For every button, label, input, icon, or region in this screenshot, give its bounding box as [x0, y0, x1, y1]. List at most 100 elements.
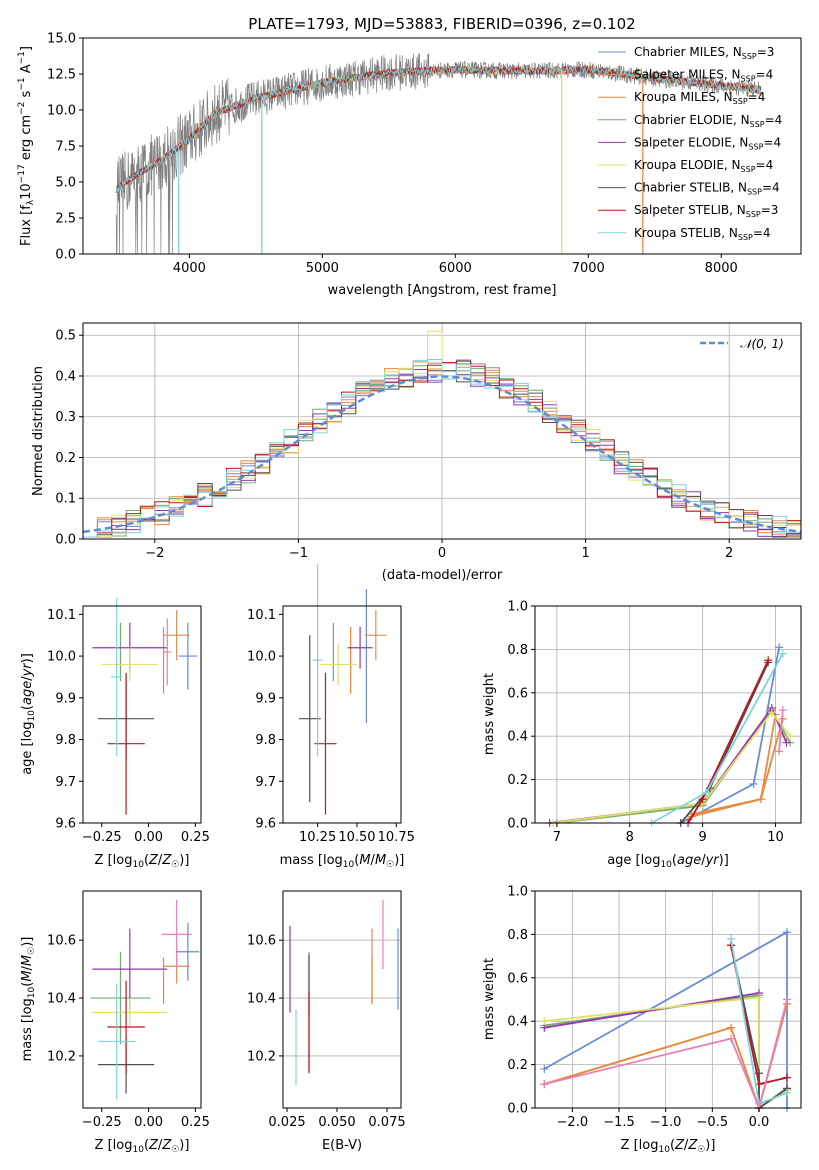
massweight-vs-age-x-ticks: 7 8 9 10	[553, 823, 784, 845]
mass-vs-ebv-grid	[283, 939, 401, 1057]
mwAge-marker-salpeter-stelib	[764, 656, 773, 665]
ageM-y-tick-label: 9.8	[255, 733, 276, 748]
model-spectrum-kroupa-stelib-n-ssp-4	[115, 65, 762, 193]
legend-label-salpeter-stelib-n-ssp-3: Salpeter STELIB, NSSP=3	[634, 203, 778, 219]
spec-y-tick-label: 5.0	[55, 176, 76, 191]
hist-y-tick-label: 0.5	[55, 329, 76, 344]
age-vs-metallicity-x-label: Z [log10(Z/Z☉)]	[95, 853, 190, 870]
age-vs-mass-plot-area	[298, 564, 387, 815]
massZ-y-tick-label: 10.6	[47, 934, 76, 949]
massweight-vs-metallicity-x-label: Z [log10(Z/Z☉)]	[621, 1138, 716, 1155]
svg-text:mass [log10(M/M☉)]: mass [log10(M/M☉)]	[20, 937, 37, 1062]
ageM-y-tick-label: 9.6	[255, 817, 276, 832]
age-vs-metallicity-plot-area	[92, 597, 198, 815]
massE-x-tick-label: 0.025	[268, 1115, 305, 1130]
mwAge-x-tick-label: 8	[626, 830, 634, 845]
spec-y-tick-label: 2.5	[55, 212, 76, 227]
mwAge-marker-salpeter-elodie	[782, 738, 791, 747]
legend-label-chabrier-stelib-n-ssp-4: Chabrier STELIB, NSSP=4	[634, 181, 780, 197]
spec-y-tick-label: 0.0	[55, 248, 76, 263]
mwZ-y-tick-label: 0.2	[507, 1058, 528, 1073]
mwZ-marker-extra-pink	[783, 995, 791, 1004]
histogram-y-ticks: 0.0 0.1 0.2 0.3 0.4 0.5	[55, 329, 83, 548]
spectrum-x-label: wavelength [Angstrom, rest frame]	[328, 283, 557, 298]
mwAge-y-tick-label: 0.6	[507, 686, 528, 701]
legend-label-kroupa-miles-n-ssp-4: Kroupa MILES, NSSP=4	[634, 90, 765, 106]
histogram-x-ticks: −2 −1 0 1 2	[145, 539, 733, 561]
mwAge-line-extra-pink	[778, 710, 784, 752]
mwAge-marker-salpeter-stelib	[698, 795, 707, 804]
normal-curve-legend-label: 𝒩(0, 1)	[740, 337, 784, 351]
massE-y-tick-label: 10.2	[247, 1049, 276, 1064]
massweight-vs-metallicity-x-ticks: −2.0 −1.5 −1.0 −0.5 0.0	[557, 1108, 769, 1130]
histogram-legend: 𝒩(0, 1)	[700, 337, 784, 351]
mwZ-y-tick-label: 0.4	[507, 1015, 528, 1030]
massweight-vs-age-plot-area	[545, 643, 795, 827]
massZ-x-tick-label: 0.25	[181, 1115, 210, 1130]
spectrum-x-ticks: 4000 5000 6000 7000 8000	[173, 254, 738, 276]
mwZ-x-tick-label: −2.0	[557, 1115, 589, 1130]
massweight-vs-age-y-label: mass weight	[482, 673, 497, 755]
hist-y-tick-label: 0.1	[55, 492, 76, 507]
hist-y-tick-label: 0.3	[55, 410, 76, 425]
mwAge-y-tick-label: 0.8	[507, 643, 528, 658]
massE-x-tick-label: 0.050	[318, 1115, 355, 1130]
spec-x-tick-label: 7000	[572, 261, 605, 276]
spec-x-tick-label: 5000	[306, 261, 339, 276]
svg-text:mass [log10(M/M☉)]: mass [log10(M/M☉)]	[280, 853, 405, 870]
mwZ-marker-chabrier-miles	[540, 1064, 549, 1073]
mwZ-marker-kroupa-stelib	[727, 934, 735, 943]
svg-text:age [log10(age/yr)]: age [log10(age/yr)]	[607, 853, 729, 870]
mwAge-marker-chabrier-miles	[749, 779, 758, 788]
spectrum-y-ticks: 0.0 2.5 5.0 7.5 10.0 12.5 15.0	[47, 32, 83, 263]
spec-x-tick-label: 6000	[439, 261, 472, 276]
age-vs-metallicity-x-ticks: −0.25 0.00 0.25	[82, 823, 210, 845]
hist-x-tick-label: 0	[438, 546, 446, 561]
spec-y-tick-label: 12.5	[47, 68, 76, 83]
mwAge-y-tick-label: 0.0	[507, 817, 528, 832]
age-vs-mass-x-ticks: 10.25 10.50 10.75	[299, 823, 415, 845]
hist-x-tick-label: −1	[289, 546, 308, 561]
spectrum-plot-area	[115, 52, 762, 255]
svg-text:age [log10(age/yr)]: age [log10(age/yr)]	[20, 653, 37, 775]
age-vs-mass-frame	[282, 605, 402, 824]
mwAge-y-tick-label: 0.4	[507, 730, 528, 745]
ageM-x-tick-label: 10.25	[299, 830, 336, 845]
mwAge-line-salpeter-elodie	[549, 706, 788, 824]
histogram-plot-area	[82, 330, 802, 538]
mwZ-y-tick-label: 0.0	[507, 1102, 528, 1117]
mwZ-y-tick-label: 1.0	[507, 885, 528, 900]
mwZ-marker-kroupa-miles	[727, 1023, 735, 1032]
massZ-y-tick-label: 10.4	[47, 992, 76, 1007]
mwAge-line-kroupa-stelib	[651, 653, 784, 824]
massweight-vs-age-y-ticks: 0.0 0.2 0.4 0.6 0.8 1.0	[507, 600, 535, 832]
mass-vs-metallicity-plot-area	[90, 899, 200, 1100]
massE-y-tick-label: 10.4	[247, 992, 276, 1007]
age-vs-metallicity-y-label: age [log10(age/yr)]	[20, 653, 37, 775]
ageZ-x-tick-label: 0.00	[134, 830, 163, 845]
mwAge-y-tick-label: 0.2	[507, 773, 528, 788]
legend-label-salpeter-elodie-n-ssp-4: Salpeter ELODIE, NSSP=4	[634, 135, 781, 151]
mwAge-line-chabrier-elodie	[556, 708, 791, 824]
massZ-y-tick-label: 10.2	[47, 1049, 76, 1064]
massweight-vs-age-panel: 7 8 9 10 0.0 0.2 0.4 0.6 0.8 1.0 age [log10(age/…	[482, 600, 802, 870]
mwAge-marker-extra-pink	[778, 706, 787, 715]
massweight-vs-age-grid	[535, 605, 801, 824]
mwAge-x-tick-label: 7	[553, 830, 561, 845]
histogram-panel: −2 −1 0 1 2 0.0 0.1 0.2 0.3 0.4 0.5 (data-model)/…	[31, 322, 802, 583]
histogram-step-kroupa-stelib-n-ssp-4	[83, 359, 801, 538]
mass-vs-metallicity-x-label: Z [log10(Z/Z☉)]	[95, 1138, 190, 1155]
spec-y-tick-label: 15.0	[47, 32, 76, 47]
age-vs-mass-x-label: mass [log10(M/M☉)]	[280, 853, 405, 870]
mass-vs-ebv-x-label: E(B-V)	[322, 1138, 362, 1153]
mwZ-y-tick-label: 0.6	[507, 971, 528, 986]
histogram-x-label: (data-model)/error	[382, 568, 503, 583]
hist-y-tick-label: 0.0	[55, 533, 76, 548]
ageZ-y-tick-label: 9.7	[55, 775, 76, 790]
svg-text:Flux [fλ10−17 erg cm−2 s−1 A−1: Flux [fλ10−17 erg cm−2 s−1 A−1]	[17, 46, 36, 246]
mwAge-marker-kroupa-stelib	[778, 649, 787, 658]
ageZ-x-tick-label: 0.25	[181, 830, 210, 845]
legend-label-chabrier-elodie-n-ssp-4: Chabrier ELODIE, NSSP=4	[634, 113, 782, 129]
massweight-vs-metallicity-frame	[534, 890, 802, 1109]
mass-vs-metallicity-frame	[82, 890, 202, 1109]
